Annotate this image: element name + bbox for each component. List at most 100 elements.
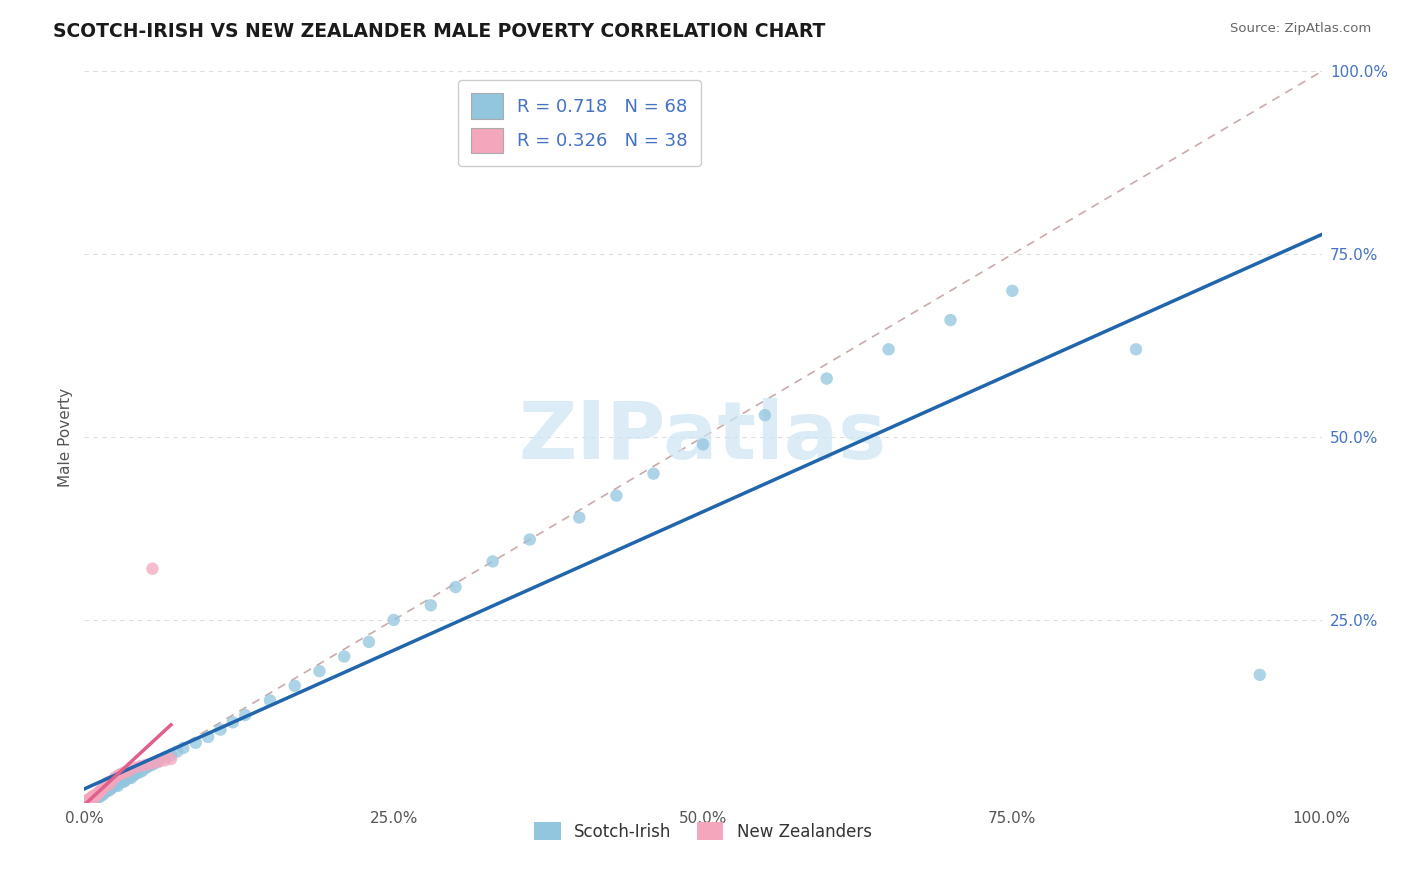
Point	[91, 781, 114, 796]
Point	[357, 635, 380, 649]
Y-axis label: Male Poverty: Male Poverty	[58, 387, 73, 487]
Point	[108, 768, 131, 782]
Point	[122, 768, 145, 782]
Point	[160, 752, 183, 766]
Point	[97, 782, 120, 797]
Point	[568, 510, 591, 524]
Point	[80, 790, 103, 805]
Point	[117, 772, 139, 786]
Point	[96, 777, 118, 791]
Point	[86, 792, 108, 806]
Point	[107, 779, 129, 793]
Point	[84, 789, 107, 804]
Point	[138, 759, 160, 773]
Point	[519, 533, 541, 547]
Point	[382, 613, 405, 627]
Point	[308, 664, 330, 678]
Point	[1249, 667, 1271, 681]
Point	[110, 766, 132, 780]
Point	[79, 792, 101, 806]
Point	[209, 723, 232, 737]
Point	[172, 740, 194, 755]
Point	[90, 782, 112, 797]
Point	[166, 745, 188, 759]
Point	[89, 785, 111, 799]
Point	[605, 489, 627, 503]
Point	[444, 580, 467, 594]
Point	[93, 786, 115, 800]
Point	[96, 784, 118, 798]
Point	[877, 343, 900, 357]
Point	[145, 756, 167, 770]
Point	[259, 693, 281, 707]
Point	[481, 554, 503, 568]
Point	[104, 770, 127, 784]
Point	[141, 562, 163, 576]
Point	[89, 786, 111, 800]
Point	[222, 715, 245, 730]
Point	[76, 794, 98, 808]
Point	[419, 599, 441, 613]
Point	[1001, 284, 1024, 298]
Point	[148, 753, 170, 767]
Point	[87, 786, 110, 800]
Point	[120, 771, 142, 785]
Legend: Scotch-Irish, New Zealanders: Scotch-Irish, New Zealanders	[526, 814, 880, 849]
Point	[111, 773, 134, 788]
Point	[104, 778, 127, 792]
Point	[110, 775, 132, 789]
Point	[692, 437, 714, 451]
Point	[112, 774, 135, 789]
Point	[197, 730, 219, 744]
Point	[129, 759, 152, 773]
Point	[160, 748, 183, 763]
Point	[89, 784, 111, 798]
Point	[114, 773, 136, 788]
Point	[82, 791, 104, 805]
Point	[91, 788, 114, 802]
Point	[118, 770, 141, 784]
Point	[141, 757, 163, 772]
Point	[83, 789, 105, 803]
Point	[89, 789, 111, 804]
Point	[135, 757, 157, 772]
Text: Source: ZipAtlas.com: Source: ZipAtlas.com	[1230, 22, 1371, 36]
Point	[79, 791, 101, 805]
Point	[86, 787, 108, 801]
Point	[83, 789, 105, 804]
Point	[118, 764, 141, 778]
Point	[135, 761, 157, 775]
Point	[333, 649, 356, 664]
Point	[643, 467, 665, 481]
Point	[114, 765, 136, 780]
Point	[82, 791, 104, 805]
Point	[148, 755, 170, 769]
Point	[125, 766, 148, 780]
Point	[93, 780, 115, 794]
Point	[105, 778, 128, 792]
Point	[129, 765, 152, 780]
Point	[98, 778, 121, 792]
Point	[77, 793, 100, 807]
Point	[80, 789, 103, 804]
Point	[98, 783, 121, 797]
Point	[86, 788, 108, 802]
Point	[939, 313, 962, 327]
Point	[131, 764, 153, 778]
Point	[83, 790, 105, 805]
Point	[82, 789, 104, 804]
Point	[141, 756, 163, 771]
Point	[79, 793, 101, 807]
Point	[184, 736, 207, 750]
Point	[94, 785, 117, 799]
Point	[90, 787, 112, 801]
Point	[86, 789, 108, 804]
Point	[98, 781, 121, 796]
Point	[101, 780, 124, 794]
Text: ZIPatlas: ZIPatlas	[519, 398, 887, 476]
Point	[100, 773, 122, 788]
Point	[284, 679, 307, 693]
Point	[153, 753, 176, 767]
Point	[91, 786, 114, 800]
Point	[153, 750, 176, 764]
